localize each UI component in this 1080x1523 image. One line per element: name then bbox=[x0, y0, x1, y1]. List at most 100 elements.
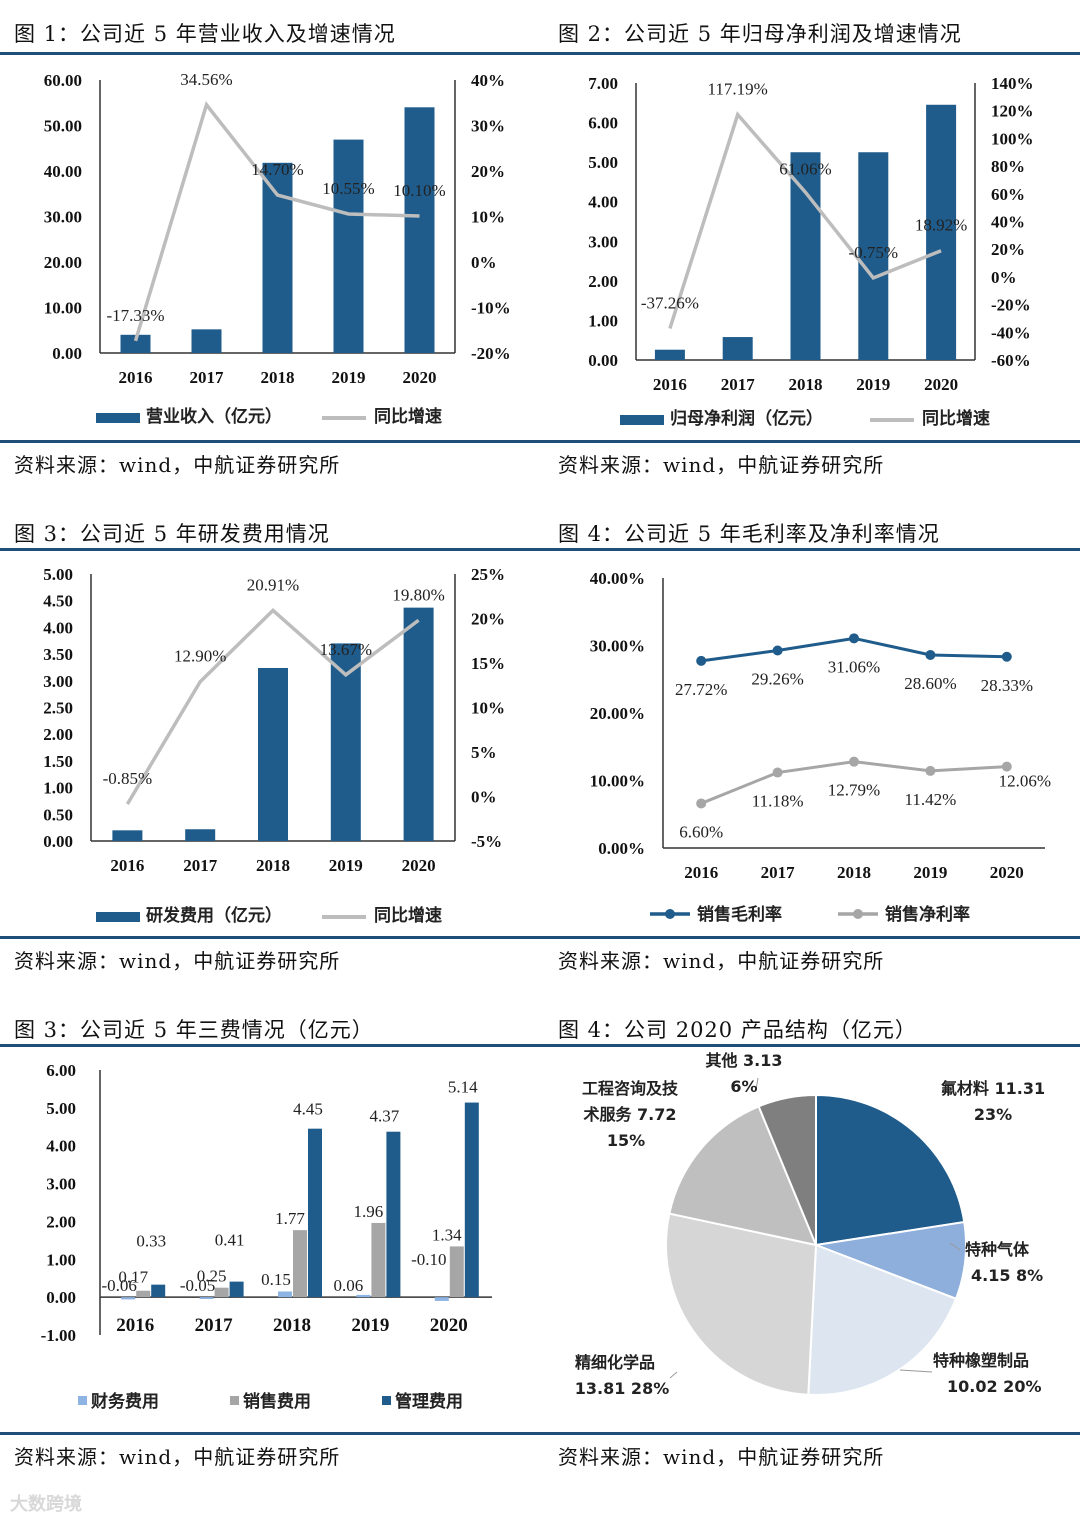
y-tick-label: 30.00% bbox=[590, 637, 645, 656]
slice-label: 4.15 8% bbox=[971, 1266, 1043, 1285]
divider-line bbox=[0, 1432, 540, 1435]
data-label: 10.55% bbox=[322, 179, 374, 198]
slice-label: 术服务 7.72 bbox=[582, 1105, 676, 1124]
data-label: -0.06 bbox=[101, 1276, 136, 1295]
data-label: -0.75% bbox=[849, 243, 899, 262]
x-tick-label: 2018 bbox=[261, 368, 295, 387]
bar bbox=[926, 104, 957, 360]
bar bbox=[185, 829, 216, 841]
legend-label: 销售净利率 bbox=[885, 904, 970, 925]
chart-panel-5: 图 3：公司近 5 年三费情况（亿元） -1.00 0.00 1.00 2.00 3.0… bbox=[0, 992, 540, 1488]
data-label: 1.34 bbox=[432, 1225, 462, 1244]
chart-panel-1: 图 1：公司近 5 年营业收入及增速情况 0.00 10.00 20.00 30.00… bbox=[0, 0, 540, 496]
y-tick-label-left: 2.00 bbox=[588, 272, 618, 291]
legend-label: 销售费用 bbox=[243, 1391, 311, 1412]
bar bbox=[136, 1290, 151, 1298]
y-tick-label-left: 0.00 bbox=[43, 832, 73, 851]
slice-label: 其他 3.13 bbox=[705, 1051, 782, 1070]
data-label: 12.79% bbox=[828, 781, 880, 800]
y-tick-label-left: 4.50 bbox=[43, 592, 73, 611]
x-tick-label: 2016 bbox=[653, 375, 687, 394]
data-point bbox=[849, 756, 859, 767]
slice-label: 6% bbox=[730, 1077, 757, 1096]
y-tick-label-right: 0% bbox=[471, 788, 497, 807]
y-tick-label-left: 2.50 bbox=[43, 699, 73, 718]
legend-swatch-bar bbox=[96, 413, 140, 423]
slice-label: 氟材料 11.31 bbox=[941, 1079, 1045, 1098]
y-tick-label: 1.00 bbox=[46, 1250, 76, 1269]
y-tick-label-left: 1.00 bbox=[588, 311, 618, 330]
data-point bbox=[772, 767, 783, 778]
data-label: 20.91% bbox=[247, 575, 299, 594]
y-tick-label-left: 4.00 bbox=[43, 618, 73, 637]
data-label: 117.19% bbox=[708, 80, 768, 99]
bar bbox=[112, 830, 143, 841]
legend-label: 同比增速 bbox=[374, 406, 442, 427]
bar bbox=[434, 1297, 449, 1301]
data-point bbox=[1001, 651, 1012, 662]
pie-slice bbox=[807, 1243, 958, 1396]
y-tick-label-right: -20% bbox=[991, 296, 1031, 315]
y-tick-label-left: 20.00 bbox=[44, 253, 82, 272]
bar bbox=[790, 152, 821, 360]
bar bbox=[191, 329, 222, 353]
x-tick-label: 2020 bbox=[403, 368, 437, 387]
source-note: 资料来源：wind，中航证券研究所 bbox=[558, 453, 885, 477]
pie-slice bbox=[757, 1093, 817, 1246]
growth-line bbox=[133, 101, 420, 342]
divider-line bbox=[0, 440, 540, 443]
y-tick-label-left: 40.00 bbox=[44, 162, 82, 181]
y-tick-label-right: 120% bbox=[991, 102, 1034, 121]
data-label: -0.05 bbox=[180, 1276, 215, 1295]
source-note: 资料来源：wind，中航证券研究所 bbox=[14, 1445, 341, 1469]
chart-panel-3: 图 3：公司近 5 年研发费用情况 0.00 0.50 1.00 1.50 2.00 2.… bbox=[0, 496, 540, 992]
data-label: 4.45 bbox=[293, 1100, 323, 1119]
y-tick-label-right: 10% bbox=[471, 699, 505, 718]
y-tick-label-left: 0.00 bbox=[52, 344, 82, 363]
x-tick-label: 2017 bbox=[183, 856, 218, 875]
growth-line bbox=[668, 111, 942, 330]
chart-title: 图 1：公司近 5 年营业收入及增速情况 bbox=[14, 22, 396, 46]
source-note: 资料来源：wind，中航证券研究所 bbox=[14, 453, 341, 477]
slice-label: 特种气体 bbox=[965, 1240, 1030, 1259]
bar bbox=[404, 107, 435, 353]
legend-swatch bbox=[382, 1396, 391, 1405]
x-tick-label: 2017 bbox=[195, 1315, 234, 1336]
x-tick-label: 2016 bbox=[116, 1315, 154, 1336]
y-tick-label: 10.00% bbox=[590, 772, 645, 791]
bar bbox=[214, 1287, 229, 1298]
chart-title: 图 3：公司近 5 年三费情况（亿元） bbox=[14, 1018, 374, 1042]
bar bbox=[356, 1294, 371, 1298]
product-structure-pie: 氟材料 11.31 23% 特种气体 4.15 8% 特种橡塑制品 10.02 20% 精细… bbox=[575, 1051, 1045, 1398]
source-note: 资料来源：wind，中航证券研究所 bbox=[558, 949, 885, 973]
divider-line bbox=[0, 548, 540, 551]
leader-line bbox=[949, 1242, 961, 1251]
y-tick-label: 40.00% bbox=[590, 569, 645, 588]
y-tick-label-left: 5.00 bbox=[43, 565, 73, 584]
x-tick-label: 2018 bbox=[837, 863, 871, 882]
data-label: 14.70% bbox=[251, 160, 303, 179]
y-tick-label: 2.00 bbox=[46, 1212, 76, 1231]
bar bbox=[120, 334, 151, 353]
data-label: 34.56% bbox=[180, 70, 232, 89]
legend-swatch-marker bbox=[853, 909, 863, 919]
y-tick-label: 3.00 bbox=[46, 1175, 76, 1194]
data-label: 18.92% bbox=[915, 216, 967, 235]
chart-panel-6: 图 4：公司 2020 产品结构（亿元） 氟材料 11.31 23% 特种气体 4.1… bbox=[540, 992, 1080, 1488]
bar bbox=[371, 1222, 386, 1298]
data-label: 1.77 bbox=[275, 1209, 305, 1228]
bar bbox=[278, 1291, 292, 1298]
data-point bbox=[849, 633, 859, 644]
y-tick-label: -1.00 bbox=[41, 1326, 76, 1345]
bar bbox=[258, 667, 288, 841]
data-label: 28.60% bbox=[904, 674, 956, 693]
x-tick-label: 2019 bbox=[856, 375, 890, 394]
y-tick-label: 4.00 bbox=[46, 1137, 76, 1156]
y-tick-label-right: 20% bbox=[991, 240, 1025, 259]
data-label: -0.10 bbox=[411, 1250, 446, 1269]
bar bbox=[333, 139, 364, 353]
data-label: 61.06% bbox=[779, 159, 831, 178]
bar bbox=[654, 349, 685, 360]
bar bbox=[121, 1297, 136, 1300]
y-tick-label-right: 140% bbox=[991, 74, 1034, 93]
